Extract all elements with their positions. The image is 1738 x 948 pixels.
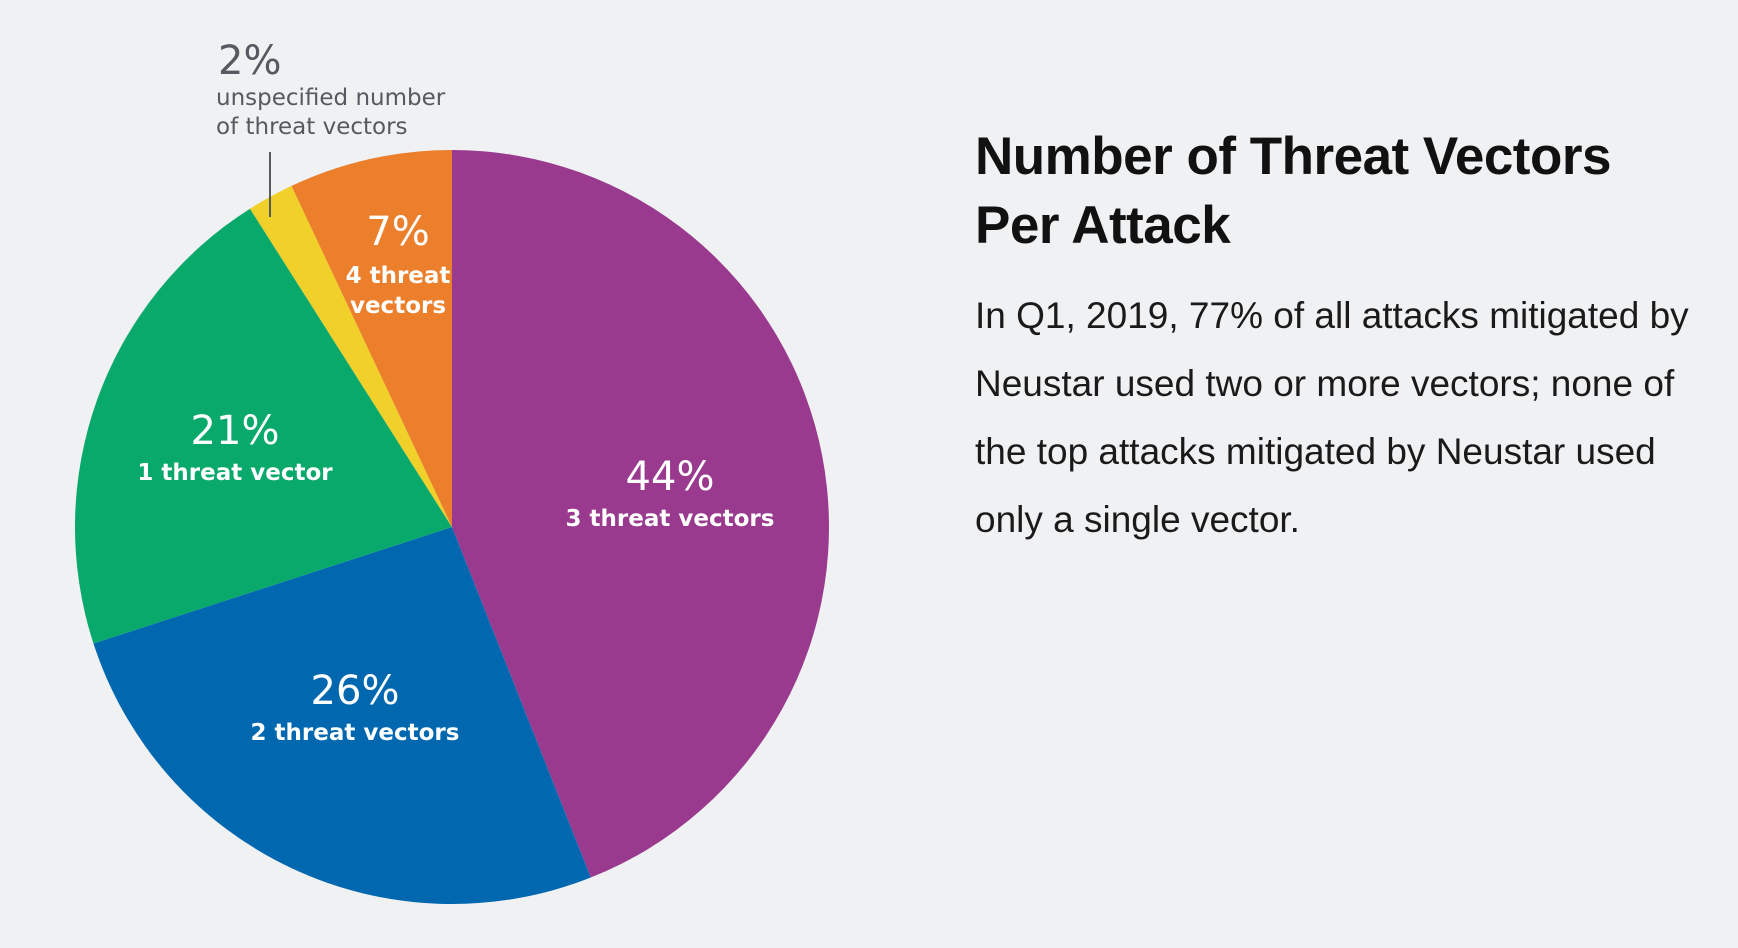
slice-label: 7% 4 threat vectors	[346, 209, 451, 319]
slice-pct-label: 26%	[311, 668, 400, 714]
heading-line-2: Per Attack	[975, 196, 1231, 255]
slice-desc-label: vectors	[350, 293, 446, 319]
slice-label-external: 2%unspecified number of threat vectors	[216, 38, 446, 217]
slice-pct-label: 44%	[626, 454, 715, 500]
slice-desc-label: 4 threat	[346, 263, 451, 289]
slice-pct-label: 7%	[366, 209, 429, 255]
slice-label: 44% 3 threat vectors	[566, 454, 775, 532]
chart-heading: Number of Threat Vectors Per Attack	[975, 122, 1695, 260]
slice-label: 26% 2 threat vectors	[251, 668, 460, 746]
heading-line-1: Number of Threat Vectors	[975, 127, 1611, 186]
slice-desc-label: 2 threat vectors	[251, 720, 460, 746]
slice-label: 21% 1 threat vector	[137, 408, 333, 486]
pie-slice-2pct	[249, 185, 452, 528]
slice-desc-label: unspecified number	[216, 85, 446, 111]
text-panel: Number of Threat Vectors Per Attack In Q…	[975, 122, 1695, 554]
pie-chart: 44% 3 threat vectors 26% 2 threat vectors 21…	[75, 38, 830, 905]
slice-pct-label: 2%	[218, 38, 281, 84]
pie-slice-7pct	[291, 150, 452, 527]
pie-slice-21pct	[75, 208, 453, 644]
slice-desc-label: of threat vectors	[216, 114, 408, 140]
description-paragraph: In Q1, 2019, 77% of all attacks mitigate…	[975, 295, 1689, 540]
pie-slice-26pct	[93, 527, 591, 905]
pie-slice-44pct	[452, 150, 830, 878]
slice-desc-label: 1 threat vector	[137, 460, 333, 486]
slice-desc-label: 3 threat vectors	[566, 506, 775, 532]
slice-pct-label: 21%	[191, 408, 280, 454]
